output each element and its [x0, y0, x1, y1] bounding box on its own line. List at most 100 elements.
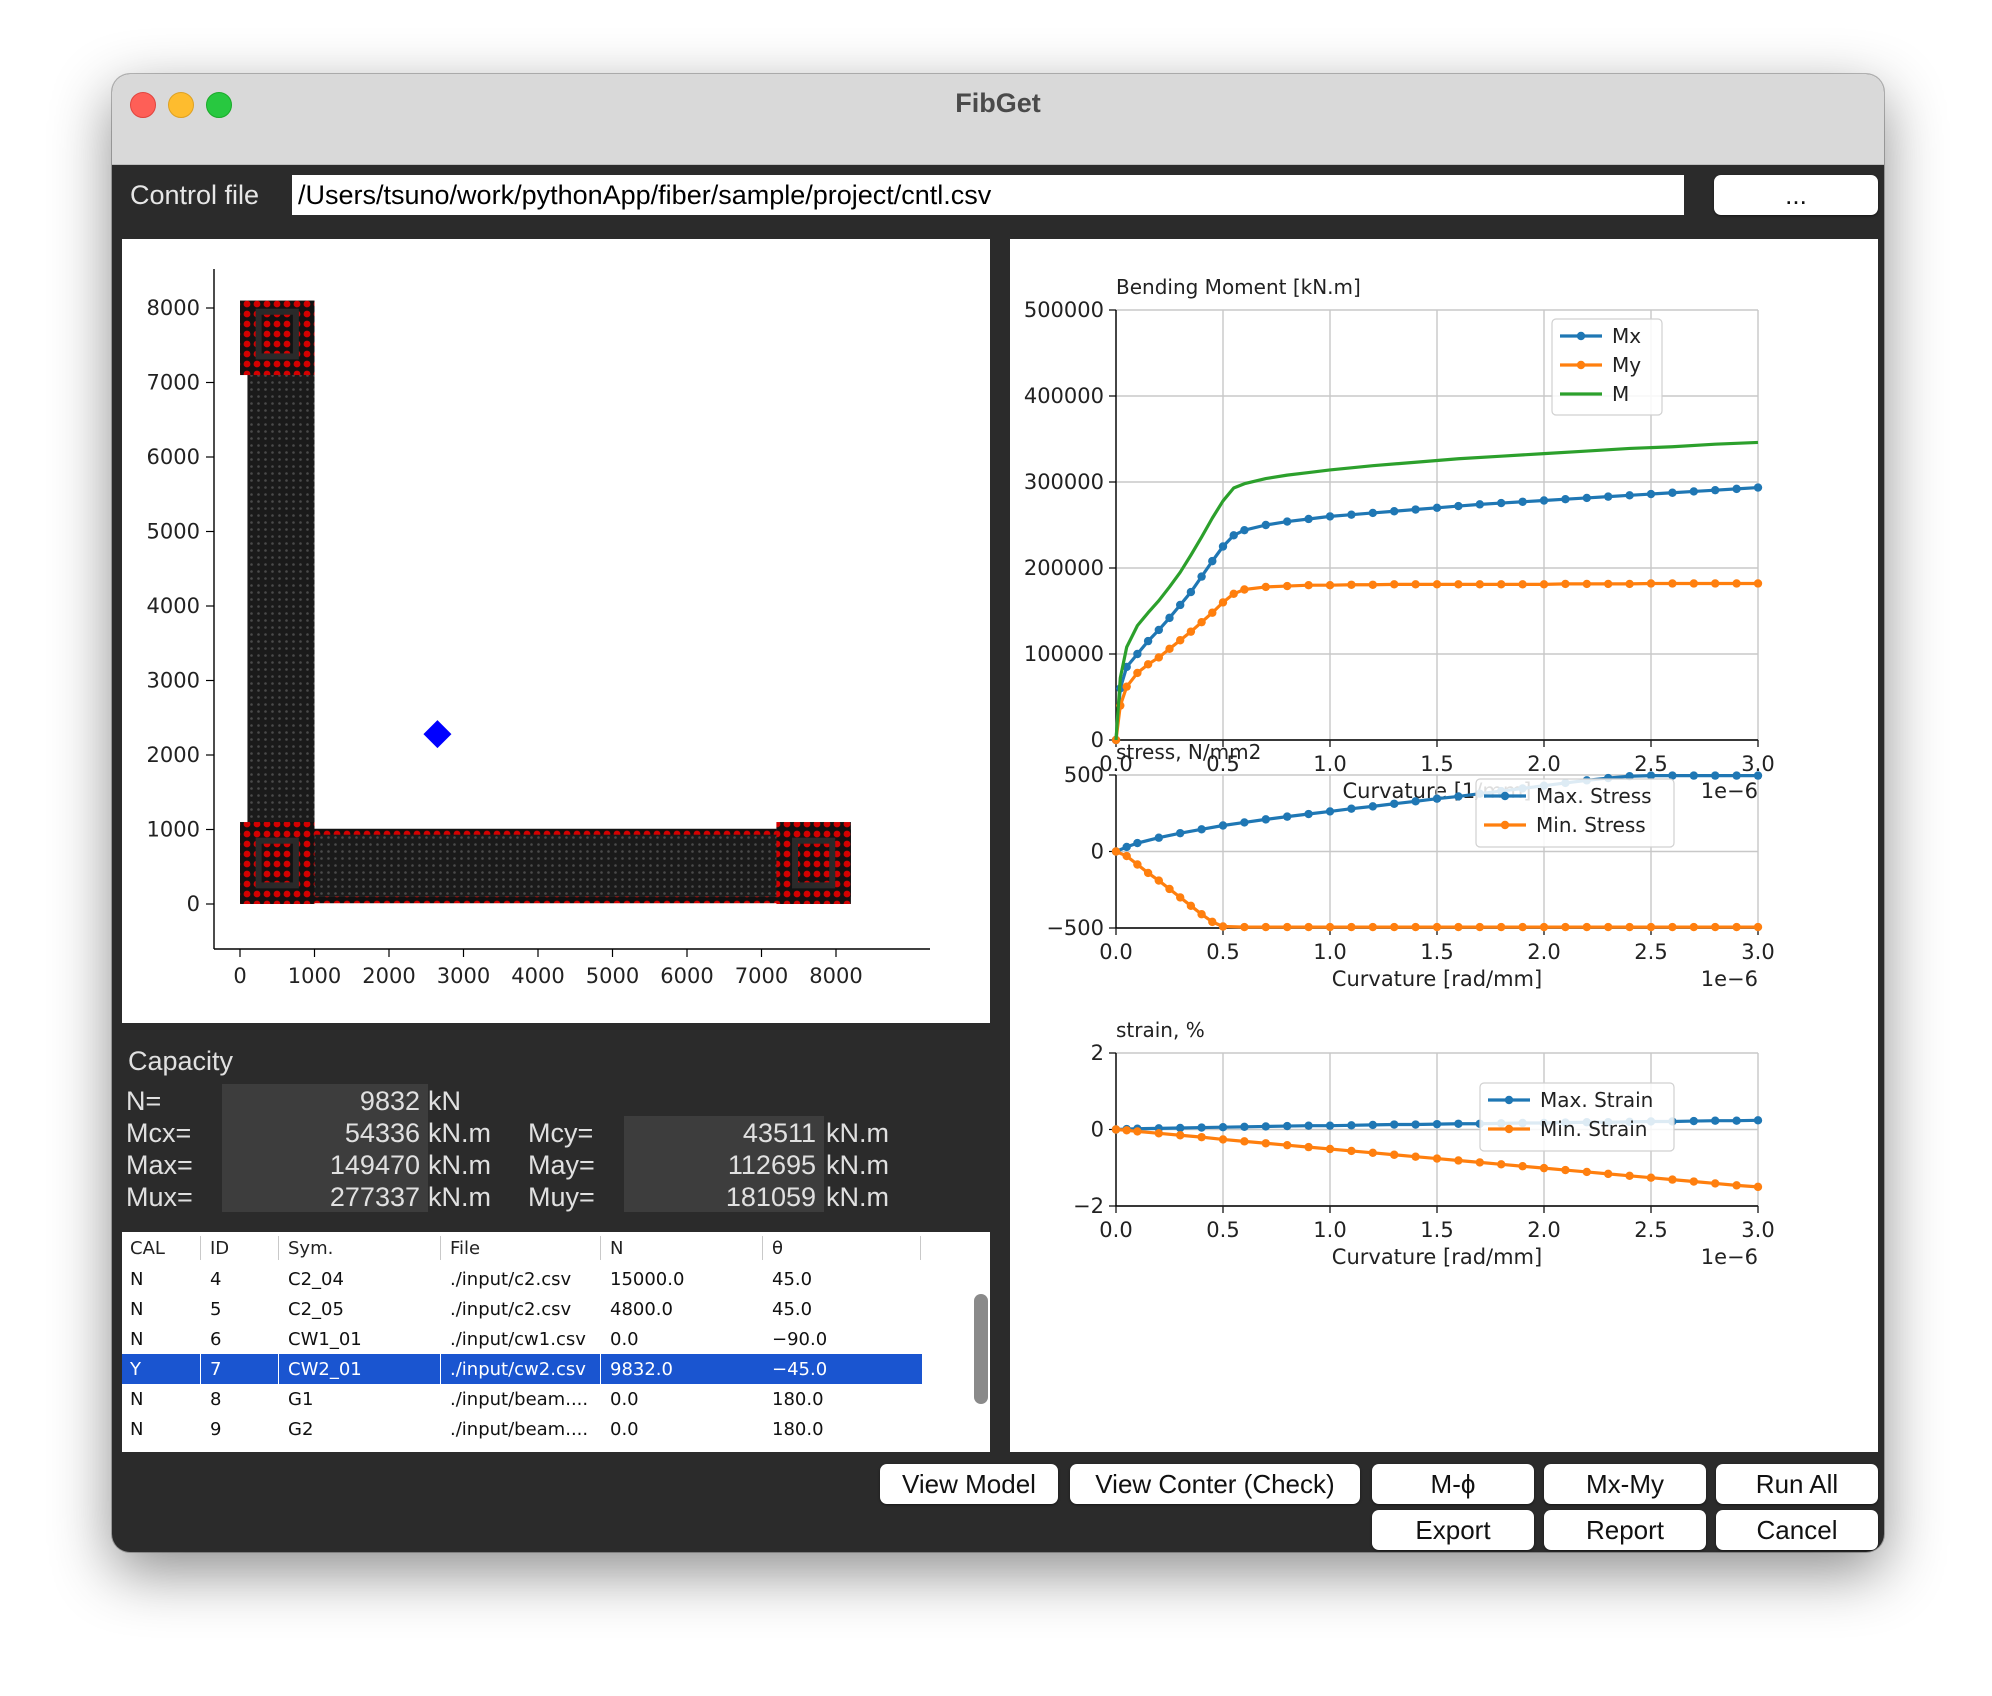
y-tick-label: 7000: [147, 371, 200, 395]
data-point: [1646, 1173, 1656, 1182]
data-point: [1197, 617, 1206, 627]
zoom-window-button[interactable]: [206, 92, 232, 118]
y-tick-label: 1000: [147, 818, 200, 842]
table-row[interactable]: N 9 G2 ./input/beam.... 0.0 180.0: [122, 1414, 922, 1444]
data-point: [1208, 556, 1217, 566]
x-tick-label: 1.0: [1313, 940, 1346, 964]
data-point: [1518, 922, 1527, 932]
data-point: [1753, 483, 1763, 492]
header-file[interactable]: File: [450, 1238, 481, 1259]
table-cell-cal: N: [130, 1389, 144, 1410]
data-point: [1432, 580, 1442, 589]
mcy-label: Mcy=: [528, 1118, 594, 1148]
data-point: [1432, 922, 1442, 932]
table-row[interactable]: N 4 C2_04 ./input/c2.csv 15000.0 45.0: [122, 1264, 922, 1294]
data-point: [1218, 1135, 1228, 1144]
data-point: [1261, 922, 1270, 932]
data-point: [1347, 922, 1356, 932]
data-point: [1197, 1123, 1206, 1132]
window-title: FibGet: [955, 88, 1041, 118]
data-point: [1154, 876, 1163, 885]
data-point: [1240, 1137, 1249, 1146]
legend-marker: [1576, 360, 1586, 370]
data-point: [1122, 682, 1131, 691]
data-point: [1711, 1179, 1720, 1188]
data-point: [1454, 501, 1463, 511]
cell-divider: [440, 1354, 441, 1384]
table-row[interactable]: N 6 CW1_01 ./input/cw1.csv 0.0 −90.0: [122, 1324, 922, 1354]
chart-title: strain, %: [1116, 1018, 1205, 1042]
report-button[interactable]: Report: [1544, 1510, 1706, 1550]
table-cell-n: 9832.0: [610, 1359, 673, 1380]
data-point: [1582, 1167, 1591, 1177]
data-point: [1497, 580, 1506, 589]
data-point: [1668, 771, 1677, 780]
view-model-button[interactable]: View Model: [880, 1464, 1058, 1504]
data-point: [1368, 1120, 1377, 1130]
data-point: [1390, 799, 1399, 808]
x-tick-label: 0.0: [1099, 1218, 1132, 1242]
data-point: [1218, 1123, 1228, 1132]
data-point: [1454, 1156, 1463, 1165]
x-tick-label: 1.5: [1420, 752, 1453, 776]
x-tick-label: 2000: [362, 964, 415, 988]
control-file-input[interactable]: [292, 175, 1684, 215]
close-window-button[interactable]: [130, 92, 156, 118]
data-point: [1604, 579, 1613, 589]
mcy-unit: kN.m: [826, 1118, 889, 1148]
data-point: [1561, 579, 1570, 589]
data-point: [1518, 497, 1527, 506]
header-sym[interactable]: Sym.: [288, 1238, 334, 1259]
data-point: [1122, 842, 1131, 852]
cancel-button[interactable]: Cancel: [1716, 1510, 1878, 1550]
data-point: [1208, 917, 1217, 927]
header-id[interactable]: ID: [210, 1238, 230, 1259]
mcx-unit: kN.m: [428, 1118, 491, 1148]
data-point: [1518, 1162, 1527, 1171]
mx-my-button[interactable]: Mx-My: [1544, 1464, 1706, 1504]
data-point: [1304, 1121, 1313, 1130]
y-tick-label: 5000: [147, 520, 200, 544]
member-table[interactable]: CAL ID Sym. File N θ N 4 C2_04 ./input/c2.c…: [122, 1232, 990, 1452]
data-point: [1133, 838, 1142, 848]
run-all-button[interactable]: Run All: [1716, 1464, 1878, 1504]
x-tick-label: 2.0: [1527, 752, 1560, 776]
legend-label: Max. Strain: [1540, 1088, 1653, 1112]
data-point: [1711, 771, 1720, 780]
x-tick-label: 1.0: [1313, 1218, 1346, 1242]
table-cell-file: ./input/beam....: [450, 1389, 589, 1410]
max-label: Max=: [126, 1150, 193, 1180]
data-point: [1689, 1116, 1698, 1126]
data-point: [1432, 1154, 1442, 1163]
data-point: [1197, 1132, 1206, 1142]
data-point: [1368, 922, 1377, 932]
data-point: [1432, 503, 1442, 512]
table-row[interactable]: Y 7 CW2_01 ./input/cw2.csv 9832.0 −45.0: [122, 1354, 922, 1384]
may-unit: kN.m: [826, 1150, 889, 1180]
data-point: [1668, 579, 1677, 588]
table-cell-: −45.0: [772, 1359, 828, 1380]
data-point: [1497, 1160, 1506, 1169]
legend-label: Min. Strain: [1540, 1117, 1647, 1141]
browse-button[interactable]: ...: [1714, 175, 1878, 215]
table-cell-id: 9: [210, 1419, 222, 1440]
data-point: [1133, 1127, 1142, 1136]
header-cal[interactable]: CAL: [130, 1238, 165, 1259]
data-point: [1229, 589, 1238, 598]
data-point: [1646, 771, 1656, 780]
header-theta[interactable]: θ: [772, 1238, 784, 1259]
view-conter-button[interactable]: View Conter (Check): [1070, 1464, 1360, 1504]
data-point: [1668, 1175, 1677, 1184]
m-phi-button[interactable]: M-ϕ: [1372, 1464, 1534, 1504]
n-label: N=: [126, 1086, 162, 1116]
table-cell-file: ./input/cw1.csv: [450, 1329, 586, 1350]
x-tick-label: 1.0: [1313, 752, 1346, 776]
data-point: [1454, 792, 1463, 801]
table-scrollbar[interactable]: [974, 1294, 988, 1404]
table-row[interactable]: N 5 C2_05 ./input/c2.csv 4800.0 45.0: [122, 1294, 922, 1324]
header-n[interactable]: N: [610, 1238, 624, 1259]
export-button[interactable]: Export: [1372, 1510, 1534, 1550]
table-row[interactable]: N 8 G1 ./input/beam.... 0.0 180.0: [122, 1384, 922, 1414]
minimize-window-button[interactable]: [168, 92, 194, 118]
data-point: [1625, 922, 1634, 932]
